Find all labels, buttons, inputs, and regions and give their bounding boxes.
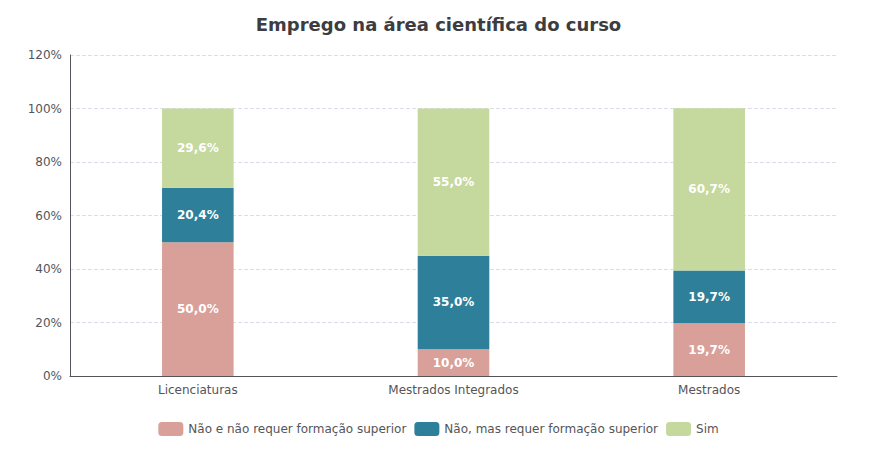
svg-text:60%: 60% — [35, 209, 62, 223]
svg-text:Licenciaturas: Licenciaturas — [158, 383, 238, 397]
svg-text:Emprego na área científica do: Emprego na área científica do curso — [256, 14, 621, 35]
svg-text:10,0%: 10,0% — [433, 356, 475, 370]
svg-text:50,0%: 50,0% — [177, 302, 219, 316]
svg-text:20,4%: 20,4% — [177, 208, 219, 222]
svg-text:100%: 100% — [28, 102, 62, 116]
svg-text:20%: 20% — [35, 316, 62, 330]
svg-text:40%: 40% — [35, 262, 62, 276]
svg-text:Não e não requer formação supe: Não e não requer formação superior — [188, 422, 406, 436]
svg-text:0%: 0% — [43, 369, 62, 383]
svg-text:60,7%: 60,7% — [688, 182, 730, 196]
svg-text:Mestrados Integrados: Mestrados Integrados — [388, 383, 518, 397]
svg-text:55,0%: 55,0% — [433, 175, 475, 189]
svg-text:19,7%: 19,7% — [688, 290, 730, 304]
svg-text:35,0%: 35,0% — [433, 295, 475, 309]
svg-text:19,7%: 19,7% — [688, 343, 730, 357]
svg-text:Não, mas requer formação super: Não, mas requer formação superior — [444, 422, 658, 436]
svg-text:80%: 80% — [35, 155, 62, 169]
svg-text:120%: 120% — [28, 48, 62, 62]
svg-text:29,6%: 29,6% — [177, 141, 219, 155]
svg-text:Sim: Sim — [696, 422, 719, 436]
svg-text:Mestrados: Mestrados — [678, 383, 740, 397]
